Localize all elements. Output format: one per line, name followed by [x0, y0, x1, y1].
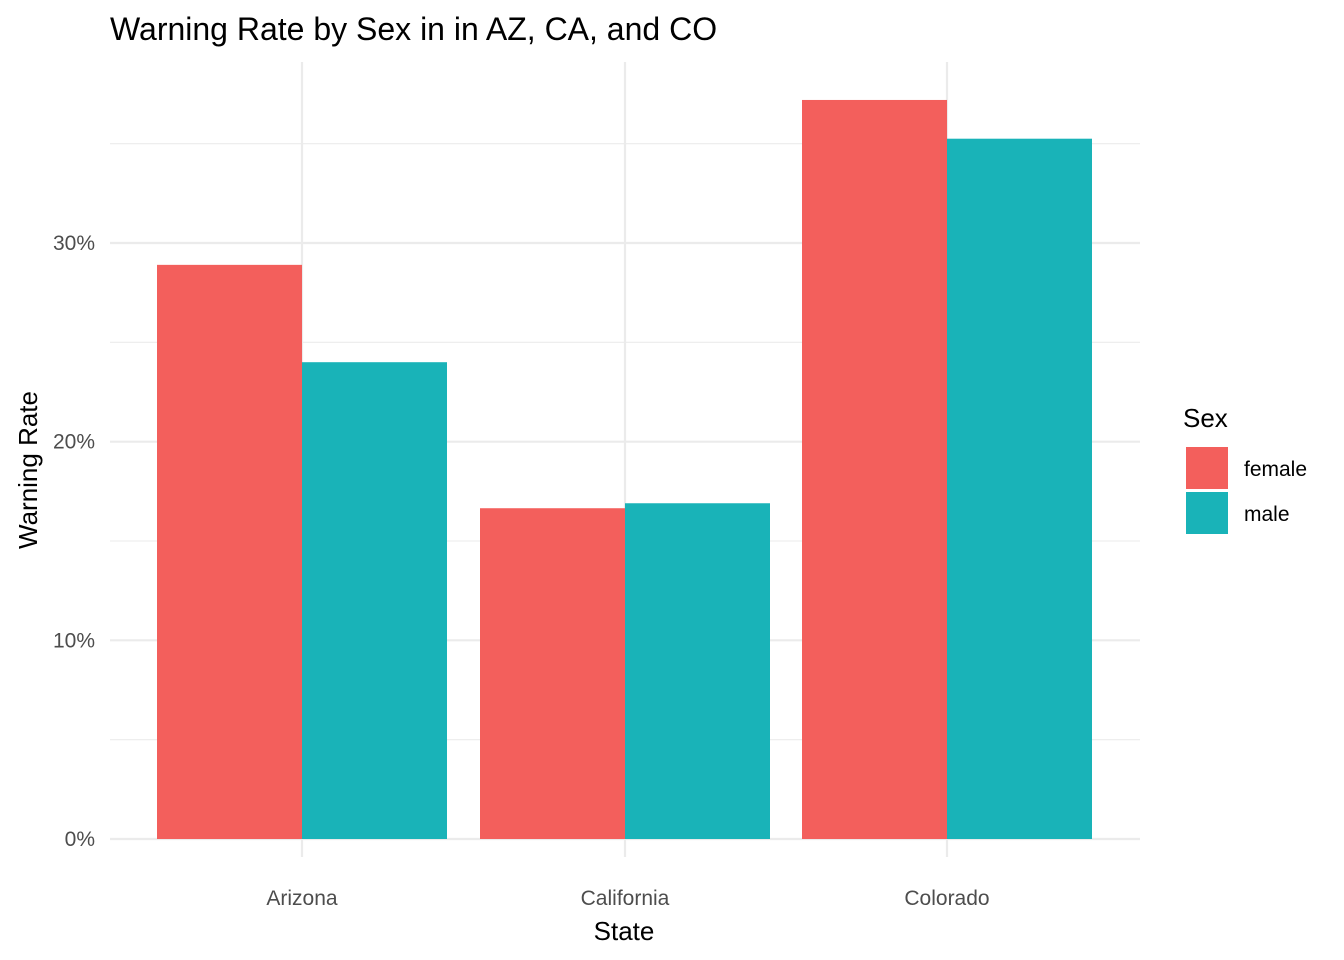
legend-key-female — [1186, 447, 1228, 489]
legend-label-female: female — [1244, 458, 1307, 481]
y-axis-ticks: 0% 10% 20% 30% — [53, 232, 95, 851]
legend-items: female male — [1186, 447, 1307, 534]
x-tick-label: Colorado — [904, 887, 989, 910]
x-axis-title: State — [594, 916, 655, 946]
y-tick-label: 20% — [53, 431, 95, 454]
legend-key-male — [1186, 492, 1228, 534]
bar-male-colorado — [947, 138, 1092, 839]
chart-title: Warning Rate by Sex in in AZ, CA, and CO — [110, 11, 717, 47]
bar-male-arizona — [302, 362, 447, 839]
x-axis-ticks: Arizona California Colorado — [266, 887, 989, 910]
y-tick-label: 30% — [53, 232, 95, 255]
y-tick-label: 10% — [53, 629, 95, 652]
legend: Sex female male — [1183, 403, 1307, 534]
legend-title: Sex — [1183, 403, 1228, 433]
legend-label-male: male — [1244, 503, 1290, 526]
y-axis-title: Warning Rate — [13, 391, 43, 549]
bar-female-arizona — [157, 264, 302, 839]
x-tick-label: Arizona — [266, 887, 338, 910]
bar-female-california — [480, 508, 625, 839]
x-tick-label: California — [581, 887, 670, 910]
bar-female-colorado — [802, 99, 947, 839]
bar-male-california — [625, 503, 770, 839]
y-tick-label: 0% — [65, 828, 95, 851]
bars — [157, 99, 1092, 839]
